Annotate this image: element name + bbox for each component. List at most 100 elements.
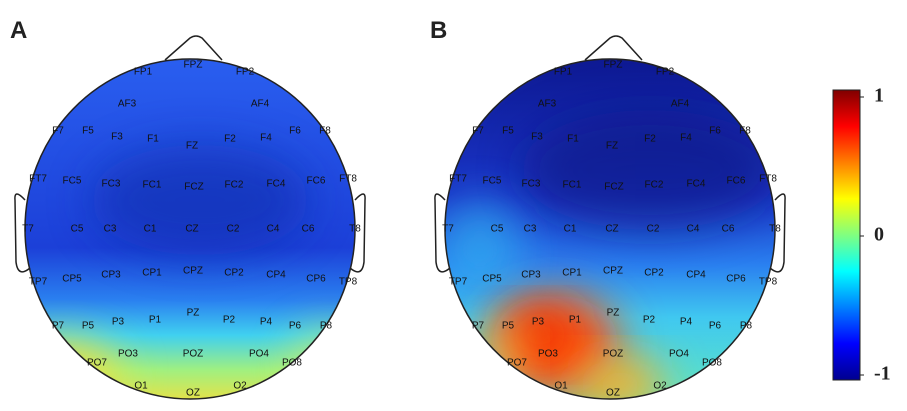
electrode-label: F7 — [472, 126, 484, 137]
electrode-label: CZ — [185, 224, 198, 235]
electrode-label: FZ — [186, 141, 198, 152]
electrode-label: P3 — [532, 317, 545, 328]
electrode-label: P3 — [112, 317, 125, 328]
electrode-label: T7 — [22, 224, 34, 235]
electrode-label: C6 — [302, 224, 315, 235]
electrode-label: P6 — [709, 321, 722, 332]
electrode-label: F1 — [567, 134, 579, 145]
electrode-label: FPZ — [604, 60, 623, 71]
electrode-label: CPZ — [183, 266, 203, 277]
electrode-label: POZ — [603, 349, 624, 360]
electrode-label: O1 — [554, 381, 568, 392]
electrode-label: P7 — [472, 321, 485, 332]
electrode-label: P4 — [260, 317, 273, 328]
electrode-label: P2 — [223, 315, 236, 326]
electrode-label: OZ — [606, 388, 620, 399]
electrode-label: CP6 — [306, 274, 326, 285]
electrode-label: CPZ — [603, 266, 623, 277]
electrode-label: P4 — [680, 317, 693, 328]
electrode-label: F5 — [82, 126, 94, 137]
electrode-label: FC4 — [687, 179, 706, 190]
electrode-label: C3 — [524, 224, 537, 235]
electrode-label: CZ — [605, 224, 618, 235]
electrode-label: PO8 — [282, 358, 302, 369]
electrode-label: TP7 — [29, 277, 48, 288]
electrode-label: FPZ — [184, 60, 203, 71]
electrode-label: FC3 — [522, 179, 541, 190]
electrode-label: FC1 — [563, 180, 582, 191]
electrode-label: C5 — [71, 224, 84, 235]
electrode-label: CP3 — [521, 270, 541, 281]
colorbar — [832, 89, 861, 381]
electrode-label: PO4 — [249, 349, 269, 360]
electrode-label: F6 — [709, 126, 721, 137]
electrode-label: P2 — [643, 315, 656, 326]
electrode-label: FP2 — [656, 67, 675, 78]
electrode-label: F2 — [224, 134, 236, 145]
panel-label: B — [430, 17, 447, 44]
electrode-label: C5 — [491, 224, 504, 235]
electrode-label: FC4 — [267, 179, 286, 190]
tick-label: -1 — [874, 363, 891, 385]
electrode-label: AF3 — [538, 99, 557, 110]
electrode-label: T7 — [442, 224, 454, 235]
electrode-label: CP4 — [266, 270, 286, 281]
electrode-label: C1 — [144, 224, 157, 235]
electrode-label: CP3 — [101, 270, 121, 281]
electrode-label: FC2 — [225, 180, 244, 191]
electrode-label: PO4 — [669, 349, 689, 360]
electrode-label: CP4 — [686, 270, 706, 281]
electrode-label: C4 — [687, 224, 700, 235]
electrode-label: FC3 — [102, 179, 121, 190]
electrode-label: F8 — [739, 126, 751, 137]
electrode-label: C4 — [267, 224, 280, 235]
electrode-label: FC2 — [645, 180, 664, 191]
electrode-label: FC5 — [483, 176, 502, 187]
electrode-label: CP2 — [224, 268, 244, 279]
electrode-label: P1 — [569, 315, 582, 326]
electrode-label: P8 — [740, 321, 753, 332]
electrode-label: FP2 — [236, 67, 255, 78]
electrode-label: P5 — [82, 321, 95, 332]
electrode-label: FT8 — [339, 174, 357, 185]
electrode-label: FP1 — [134, 67, 153, 78]
electrode-label: P7 — [52, 321, 65, 332]
electrode-label: FCZ — [184, 182, 203, 193]
electrode-label: F2 — [644, 134, 656, 145]
electrode-label: FC6 — [727, 176, 746, 187]
electrode-label: AF4 — [251, 99, 270, 110]
electrode-label: P5 — [502, 321, 515, 332]
electrode-label: FZ — [606, 141, 618, 152]
electrode-label: P6 — [289, 321, 302, 332]
electrode-label: T8 — [769, 224, 781, 235]
electrode-label: CP5 — [482, 274, 502, 285]
panel-label: A — [10, 17, 27, 44]
electrode-label: FP1 — [554, 67, 573, 78]
electrode-label: FC6 — [307, 176, 326, 187]
electrode-label: P8 — [320, 321, 333, 332]
electrode-label: FC5 — [63, 176, 82, 187]
electrode-label: TP7 — [449, 277, 468, 288]
electrode-label: F7 — [52, 126, 64, 137]
electrode-label: PZ — [607, 308, 620, 319]
electrode-label: FCZ — [604, 182, 623, 193]
electrode-label: POZ — [183, 349, 204, 360]
electrode-label: F5 — [502, 126, 514, 137]
electrode-label: C6 — [722, 224, 735, 235]
electrode-label: CP1 — [142, 268, 162, 279]
electrode-label: PO7 — [507, 358, 527, 369]
electrode-label: F4 — [680, 133, 692, 144]
tick-label: 1 — [874, 85, 884, 107]
electrode-label: PZ — [187, 308, 200, 319]
electrode-label: AF3 — [118, 99, 137, 110]
electrode-label: CP5 — [62, 274, 82, 285]
electrode-label: CP2 — [644, 268, 664, 279]
electrode-label: TP8 — [759, 277, 778, 288]
electrode-label: C3 — [104, 224, 117, 235]
electrode-label: PO3 — [538, 349, 558, 360]
electrode-label: F3 — [531, 132, 543, 143]
electrode-label: FT8 — [759, 174, 777, 185]
electrode-label: PO7 — [87, 358, 107, 369]
electrode-label: C2 — [227, 224, 240, 235]
